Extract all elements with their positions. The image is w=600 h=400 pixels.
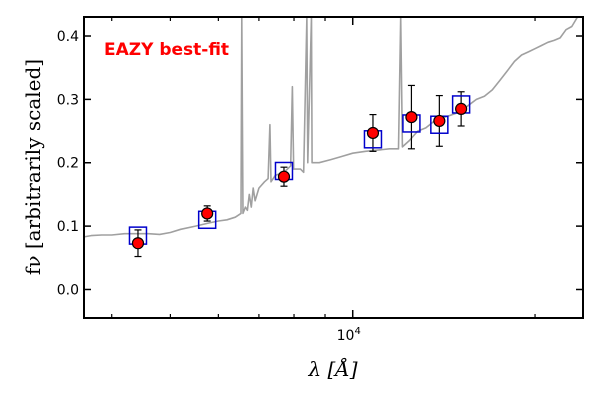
observed-circle-layer	[131, 102, 468, 250]
annotation-eazy-best-fit: EAZY best-fit	[104, 40, 229, 60]
observed-point-7	[455, 102, 468, 115]
observed-point-2	[201, 207, 214, 220]
x-tick-label-1: 104	[337, 326, 361, 344]
y-tick-label-4: 0.3	[57, 92, 79, 108]
x-tick-label-exponent: 4	[354, 326, 360, 337]
y-tick-label-5: 0.4	[57, 29, 79, 45]
observed-point-1	[131, 237, 145, 250]
y-tick-label-1: 0.0	[57, 282, 79, 298]
errorbar-layer	[134, 84, 465, 258]
x-axis-label: λ [Å]	[307, 356, 357, 381]
model-square-layer	[128, 95, 471, 245]
y-axis-label: fν [arbitrarily scaled]	[21, 59, 45, 275]
plot-frame	[83, 16, 584, 319]
template-spectrum-line	[83, 16, 579, 238]
tick-layer: 0.0 0.1 0.2 0.3 0.4 104	[57, 17, 583, 344]
y-tick-label-2: 0.1	[57, 219, 79, 235]
observed-point-3	[277, 170, 291, 183]
y-tick-label-3: 0.2	[57, 156, 79, 172]
observed-point-4	[366, 126, 380, 140]
observed-point-6	[433, 114, 446, 128]
template-layer	[83, 16, 579, 238]
observed-point-5	[405, 111, 418, 124]
